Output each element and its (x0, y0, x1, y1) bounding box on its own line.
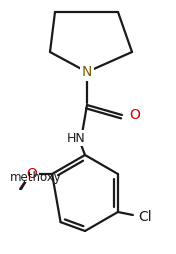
Text: O: O (129, 108, 140, 122)
Text: O: O (27, 167, 37, 181)
Text: HN: HN (67, 132, 85, 145)
Text: methoxy: methoxy (10, 171, 62, 184)
Text: methoxy: methoxy (20, 171, 26, 172)
Text: N: N (82, 65, 92, 79)
Text: methoxy_lbl: methoxy_lbl (14, 195, 23, 197)
Text: Cl: Cl (138, 210, 152, 224)
Text: methoxy: methoxy (15, 191, 21, 193)
